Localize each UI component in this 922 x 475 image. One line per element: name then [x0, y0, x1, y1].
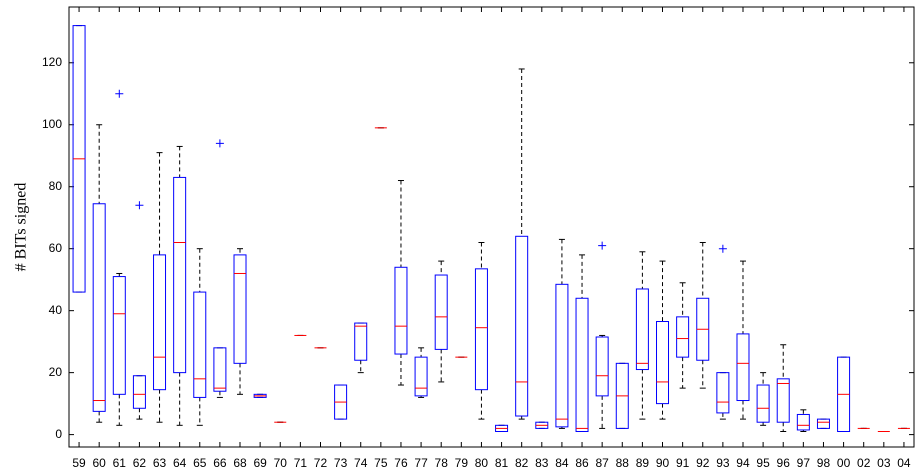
box — [575, 297, 589, 433]
x-tick-label: 87 — [595, 456, 609, 470]
x-tick-label: 88 — [616, 456, 630, 470]
box — [816, 418, 830, 429]
x-tick-label: 93 — [716, 456, 730, 470]
outlier — [718, 244, 727, 253]
box — [656, 321, 670, 405]
box — [173, 176, 187, 374]
box — [434, 274, 448, 350]
x-tick-label: 78 — [435, 456, 449, 470]
x-tick-label: 59 — [72, 456, 86, 470]
box — [394, 266, 408, 355]
x-tick-label: 95 — [756, 456, 770, 470]
y-axis-label: # BITs signed — [13, 183, 30, 272]
x-tick-label: 74 — [354, 456, 368, 470]
x-tick-label: 02 — [857, 456, 871, 470]
box — [132, 375, 146, 409]
x-tick-label: 72 — [314, 456, 328, 470]
x-tick-label: 64 — [173, 456, 187, 470]
box — [213, 347, 227, 392]
x-tick-label: 71 — [294, 456, 308, 470]
x-tick-label: 83 — [535, 456, 549, 470]
x-tick-label: 69 — [253, 456, 267, 470]
x-tick-label: 98 — [817, 456, 831, 470]
box — [414, 356, 428, 397]
x-tick-label: 61 — [113, 456, 127, 470]
outlier — [115, 89, 124, 98]
outlier — [598, 241, 607, 250]
x-tick-label: 00 — [837, 456, 851, 470]
x-tick-label: 94 — [736, 456, 750, 470]
x-tick-label: 76 — [394, 456, 408, 470]
x-tick-label: 84 — [555, 456, 569, 470]
x-tick-label: 79 — [455, 456, 469, 470]
outlier — [135, 201, 144, 210]
box — [796, 413, 810, 431]
x-tick-label: 60 — [92, 456, 106, 470]
box — [716, 372, 730, 414]
x-tick-label: 70 — [274, 456, 288, 470]
box — [112, 276, 126, 395]
x-tick-label: 63 — [153, 456, 167, 470]
box — [595, 336, 609, 397]
x-tick-label: 81 — [495, 456, 509, 470]
x-tick-label: 89 — [636, 456, 650, 470]
x-tick-label: 65 — [193, 456, 207, 470]
box — [776, 378, 790, 423]
box — [756, 384, 770, 423]
x-tick-label: 97 — [797, 456, 811, 470]
x-tick-label: 80 — [475, 456, 489, 470]
box — [474, 268, 488, 391]
box — [153, 254, 167, 391]
plot-frame — [68, 6, 915, 448]
x-tick-label: 73 — [334, 456, 348, 470]
box — [92, 203, 106, 412]
box — [354, 322, 368, 361]
x-tick-label: 75 — [374, 456, 388, 470]
box — [635, 288, 649, 371]
x-tick-label: 91 — [676, 456, 690, 470]
y-tick-label: 0 — [55, 427, 62, 441]
y-tick-label: 20 — [49, 365, 63, 379]
x-tick-label: 92 — [696, 456, 710, 470]
y-tick-label: 60 — [49, 241, 63, 255]
box — [676, 316, 690, 358]
y-tick-label: 120 — [42, 55, 62, 69]
box — [193, 291, 207, 398]
x-tick-label: 04 — [897, 456, 911, 470]
box — [736, 333, 750, 402]
x-tick-label: 90 — [656, 456, 670, 470]
y-tick-label: 100 — [42, 117, 62, 131]
box — [515, 235, 529, 417]
x-tick-label: 96 — [777, 456, 791, 470]
box — [555, 283, 569, 428]
x-tick-label: 77 — [414, 456, 428, 470]
x-tick-label: 68 — [233, 456, 247, 470]
outlier — [215, 139, 224, 148]
box — [233, 254, 247, 364]
y-tick-label: 40 — [49, 303, 63, 317]
y-tick-label: 80 — [49, 179, 63, 193]
x-tick-label: 86 — [575, 456, 589, 470]
x-tick-label: 62 — [133, 456, 147, 470]
x-tick-label: 82 — [515, 456, 529, 470]
x-tick-label: 66 — [213, 456, 227, 470]
x-tick-label: 03 — [877, 456, 891, 470]
